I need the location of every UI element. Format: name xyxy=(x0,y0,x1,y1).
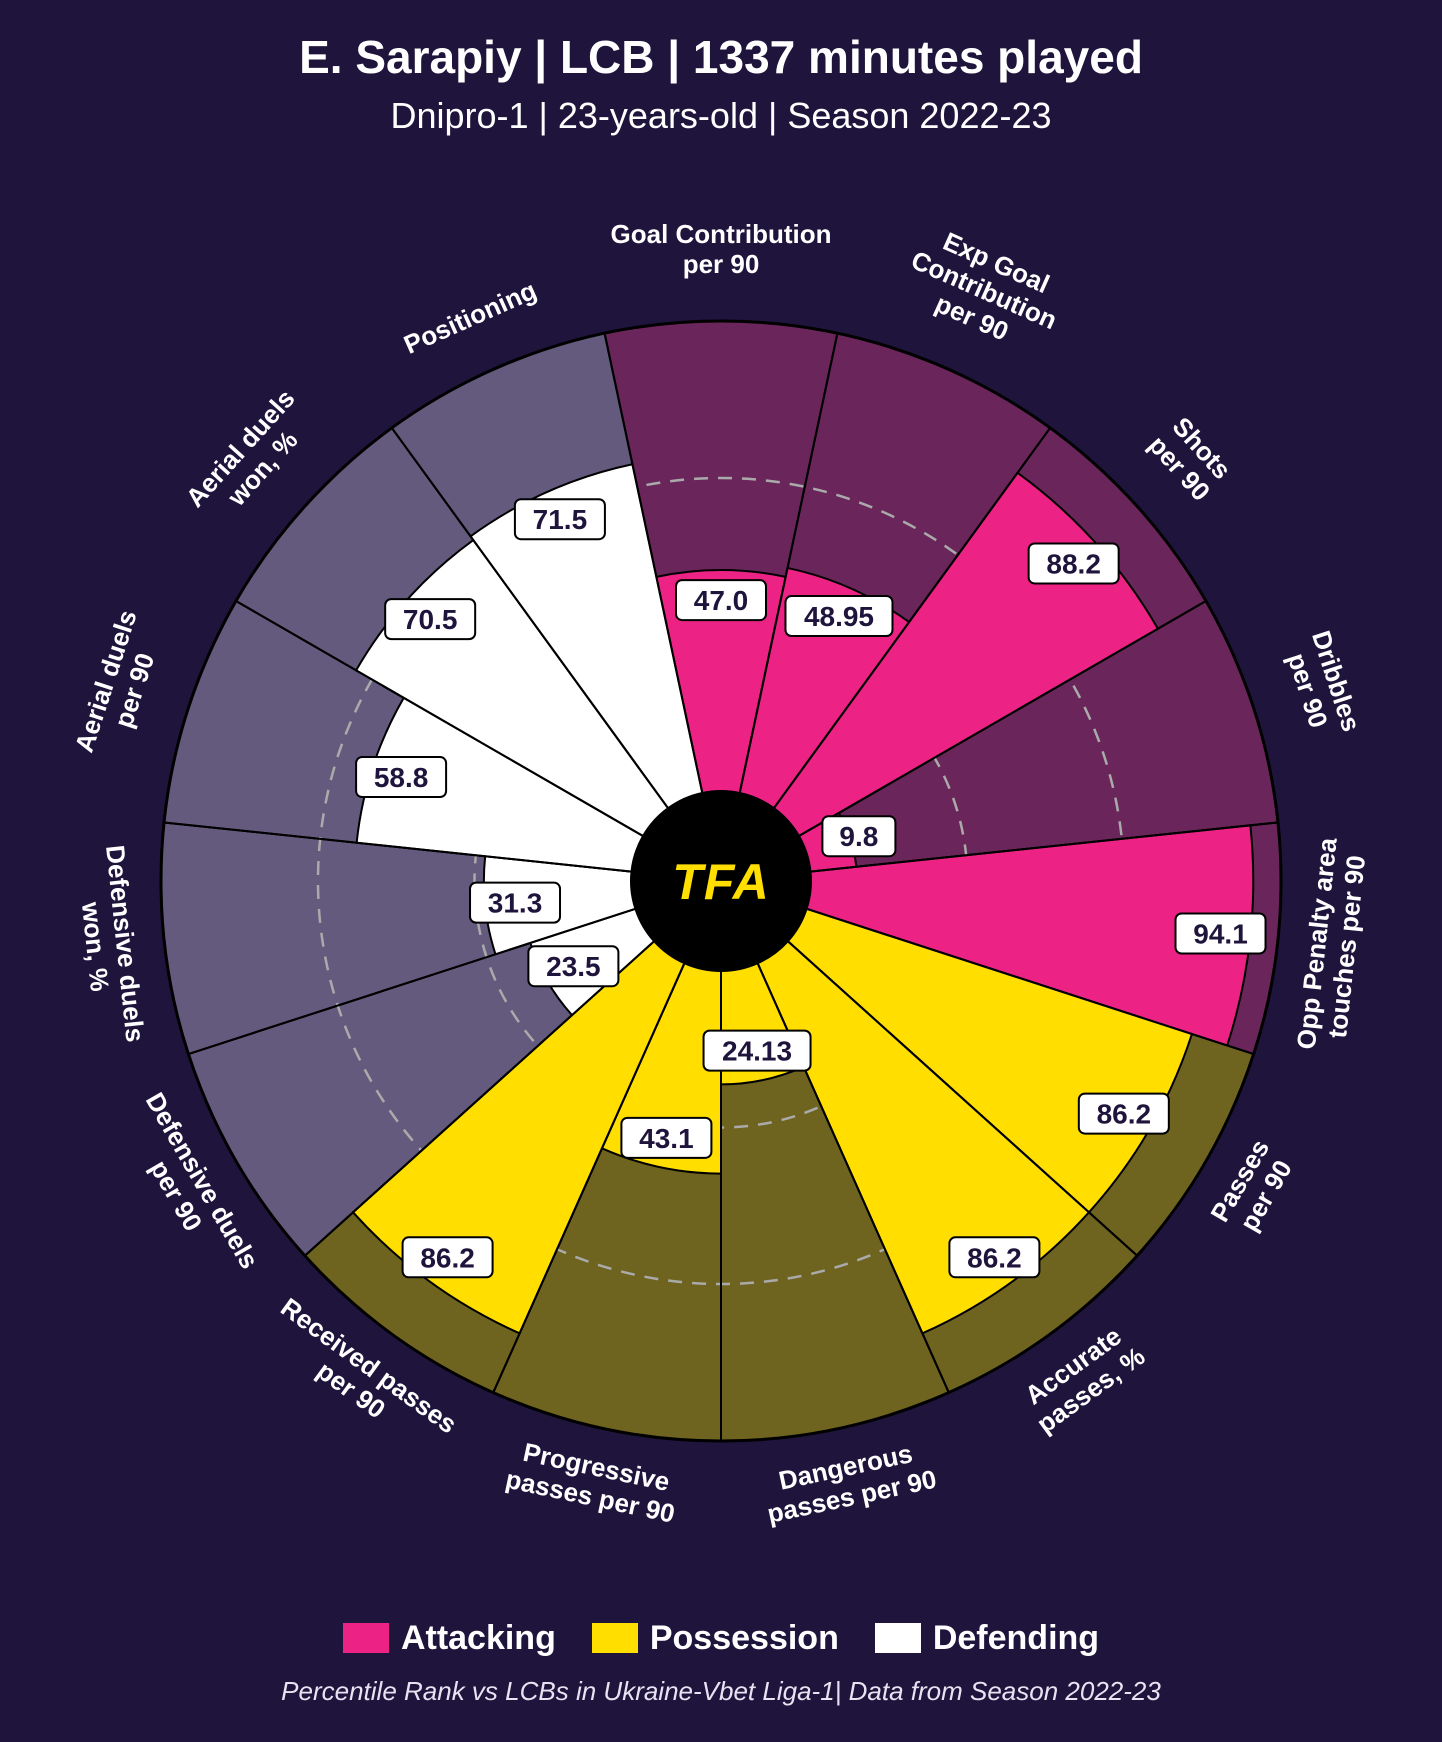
axis-label-group: Shotsper 90 xyxy=(1143,410,1239,507)
legend-swatch xyxy=(592,1623,638,1653)
axis-label-group: Exp GoalContributionper 90 xyxy=(895,217,1074,363)
legend-item: Possession xyxy=(592,1619,839,1658)
value-label: 24.13 xyxy=(722,1036,792,1067)
value-label: 9.8 xyxy=(839,821,878,852)
value-label: 43.1 xyxy=(639,1123,694,1154)
value-label: 86.2 xyxy=(967,1242,1022,1273)
legend-label: Possession xyxy=(650,1619,839,1658)
polar-chart: 47.0 48.95 88.2 9.8 94.1 86.2 86.2 24.13 43.1 86.… xyxy=(0,160,1442,1602)
axis-label: Goal Contribution xyxy=(611,219,832,249)
value-label: 71.5 xyxy=(533,504,588,535)
chart-container: { "title": "E. Sarapiy | LCB | 1337 minu… xyxy=(0,0,1442,1742)
value-label: 47.0 xyxy=(694,585,749,616)
axis-label-group: Positioning xyxy=(399,275,541,360)
value-label: 48.95 xyxy=(804,601,874,632)
chart-subtitle: Dnipro-1 | 23-years-old | Season 2022-23 xyxy=(0,95,1442,137)
legend-label: Defending xyxy=(933,1619,1099,1658)
legend-swatch xyxy=(343,1623,389,1653)
axis-label-group: Dribblesper 90 xyxy=(1277,627,1366,744)
legend-swatch xyxy=(875,1623,921,1653)
value-label: 58.8 xyxy=(374,762,429,793)
axis-label-group: Dangerouspasses per 90 xyxy=(758,1434,939,1528)
legend-item: Defending xyxy=(875,1619,1099,1658)
center-logo: TFA xyxy=(672,854,769,910)
axis-label-group: Goal Contributionper 90 xyxy=(611,219,832,279)
chart-title: E. Sarapiy | LCB | 1337 minutes played xyxy=(0,30,1442,84)
value-label: 86.2 xyxy=(420,1242,475,1273)
axis-label-group: Passesper 90 xyxy=(1204,1134,1301,1242)
value-label: 94.1 xyxy=(1193,919,1248,950)
axis-label: Positioning xyxy=(399,275,541,360)
value-label: 88.2 xyxy=(1046,548,1101,579)
footnote: Percentile Rank vs LCBs in Ukraine-Vbet … xyxy=(0,1676,1442,1707)
axis-label-group: Aerial duelsper 90 xyxy=(69,606,172,765)
legend: Attacking Possession Defending xyxy=(0,1619,1442,1663)
value-label: 70.5 xyxy=(403,604,458,635)
value-label: 31.3 xyxy=(488,888,543,919)
legend-item: Attacking xyxy=(343,1619,556,1658)
axis-label: per 90 xyxy=(683,249,760,279)
axis-label-group: Progressivepasses per 90 xyxy=(503,1434,684,1528)
legend-label: Attacking xyxy=(401,1619,556,1658)
axis-label-group: Defensive duelswon, % xyxy=(70,844,150,1047)
value-label: 86.2 xyxy=(1097,1099,1152,1130)
value-label: 23.5 xyxy=(546,951,601,982)
axis-label-group: Opp Penalty areatouches per 90 xyxy=(1291,836,1373,1054)
